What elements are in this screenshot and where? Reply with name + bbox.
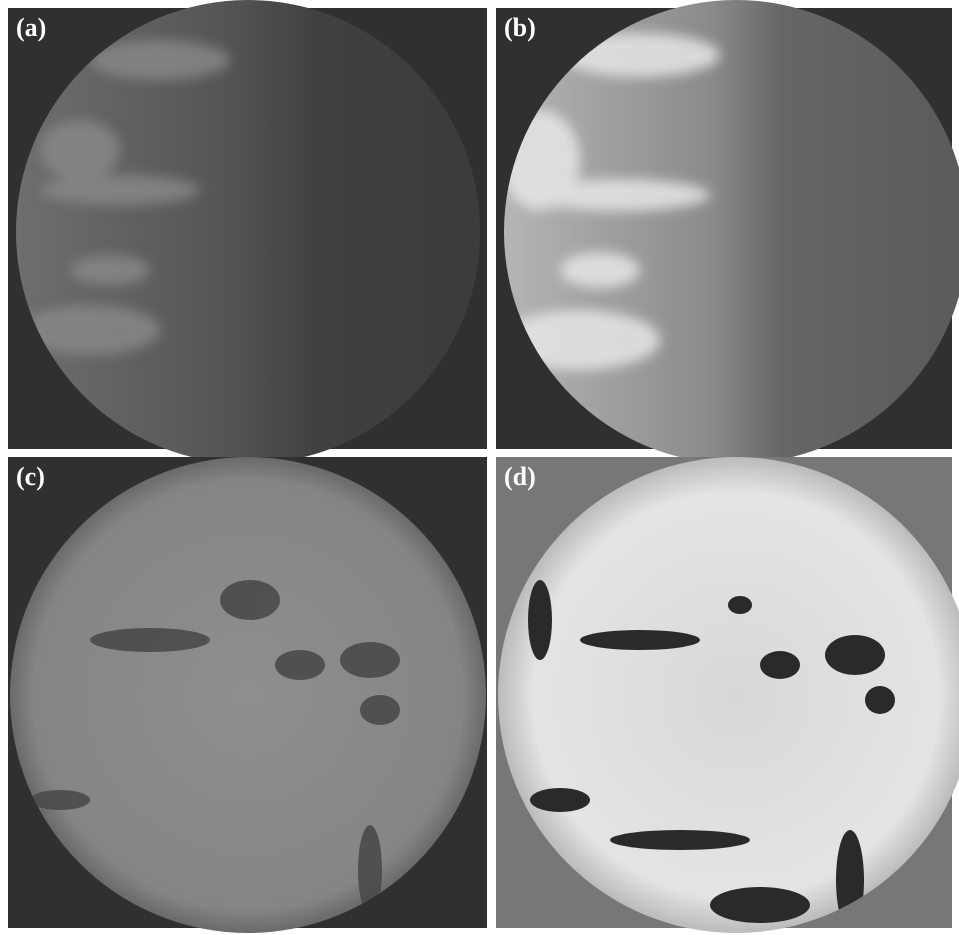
- panel-label: (d): [504, 462, 536, 491]
- panel-c: (c): [8, 457, 487, 933]
- panel-a: (a): [8, 0, 487, 464]
- earth-disk: [504, 0, 959, 464]
- panel-label: (b): [504, 13, 536, 42]
- figure: (a) (b) (c) (d: [0, 0, 959, 935]
- panel-label: (a): [16, 13, 46, 42]
- earth-disk: [16, 0, 480, 464]
- panel-d: (d): [496, 457, 959, 933]
- panel-b: (b): [496, 0, 959, 464]
- earth-disk: [10, 457, 486, 933]
- panel-label: (c): [16, 462, 45, 491]
